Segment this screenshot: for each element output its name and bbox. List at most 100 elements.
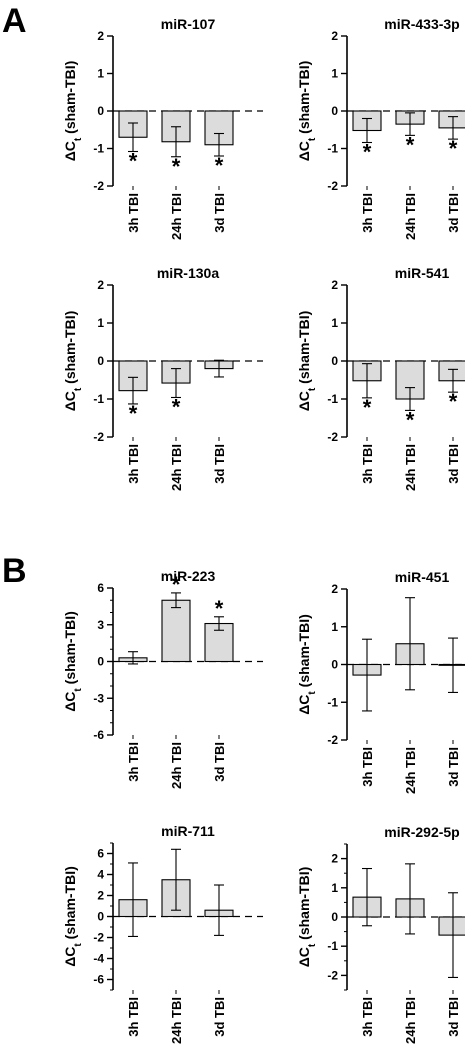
chart-title: miR-711	[161, 823, 215, 839]
charts-container: miR-107 ΔCt (sham-TBI) 2 1 0 -1 -2 * 3h TBI * 24h …	[62, 16, 465, 1044]
significance-star: *	[363, 140, 372, 165]
y-tick-label: 1	[331, 620, 338, 634]
x-category-label: 3h TBI	[360, 444, 375, 484]
bar	[161, 599, 191, 663]
y-tick-label: -2	[327, 179, 338, 193]
y-axis-title: ΔCt (sham-TBI)	[296, 614, 318, 715]
y-tick-label: 0	[331, 658, 338, 672]
x-category-label: 3d TBI	[446, 193, 461, 233]
x-category-label: 3h TBI	[360, 193, 375, 233]
y-tick-label: -2	[327, 968, 338, 982]
y-tick-label: 1	[97, 316, 104, 330]
y-axis-title: ΔCt (sham-TBI)	[296, 311, 318, 412]
significance-star: *	[449, 136, 458, 161]
significance-star: *	[363, 395, 372, 420]
y-tick-label: 2	[97, 29, 104, 43]
y-tick-label: 1	[331, 881, 338, 895]
x-category-label: 3d TBI	[212, 193, 227, 233]
y-tick-label: 2	[97, 889, 104, 903]
chart-4: miR-223 ΔCt (sham-TBI) 6 3 0 -3 -6 3h TBI * 24h T…	[62, 568, 263, 789]
significance-star: *	[215, 153, 224, 178]
y-tick-label: 6	[97, 847, 104, 861]
bar	[438, 916, 465, 936]
y-tick-label: -1	[327, 695, 338, 709]
significance-star: *	[172, 572, 181, 597]
significance-star: *	[129, 401, 138, 426]
bar	[438, 110, 465, 129]
bar	[438, 663, 465, 666]
y-tick-label: 4	[97, 868, 104, 882]
chart-3: miR-541 ΔCt (sham-TBI) 2 1 0 -1 -2 * 3h TBI * 24h …	[296, 265, 465, 491]
chart-title: miR-107	[161, 16, 216, 32]
significance-star: *	[406, 407, 415, 432]
y-tick-label: -2	[327, 430, 338, 444]
x-category-label: 24h TBI	[169, 997, 184, 1044]
chart-title: miR-130a	[157, 265, 219, 281]
y-axis-title: ΔCt (sham-TBI)	[62, 311, 84, 412]
x-category-label: 3d TBI	[212, 742, 227, 782]
y-tick-label: 2	[97, 278, 104, 292]
chart-1: miR-433-3p ΔCt (sham-TBI) 2 1 0 -1 -2 * 3h TBI * 2…	[296, 16, 465, 240]
x-category-label: 3h TBI	[360, 747, 375, 787]
y-tick-label: 6	[97, 581, 104, 595]
chart-title: miR-541	[395, 265, 450, 281]
x-category-label: 24h TBI	[403, 997, 418, 1044]
bar	[438, 360, 465, 382]
y-tick-label: -2	[93, 430, 104, 444]
x-category-label: 3h TBI	[126, 193, 141, 233]
y-tick-label: 2	[331, 278, 338, 292]
y-tick-label: -2	[327, 733, 338, 747]
significance-star: *	[172, 394, 181, 419]
x-category-label: 24h TBI	[403, 747, 418, 794]
y-axis-title: ΔCt (sham-TBI)	[296, 61, 318, 162]
chart-6: miR-711 ΔCt (sham-TBI) 6 4 2 0 -2 -4 -6 3h TBI 24h…	[62, 823, 263, 1044]
y-axis-title: ΔCt (sham-TBI)	[62, 611, 84, 712]
x-category-label: 3d TBI	[446, 747, 461, 787]
y-tick-label: -1	[93, 392, 104, 406]
y-tick-label: -2	[93, 931, 104, 945]
chart-5: miR-451 ΔCt (sham-TBI) 2 1 0 -1 -2 3h TBI 24h TB…	[296, 569, 465, 794]
y-tick-label: 0	[97, 655, 104, 669]
x-category-label: 3d TBI	[212, 444, 227, 484]
chart-title: miR-292-5p	[384, 824, 459, 840]
chart-7: miR-292-5p ΔCt (sham-TBI) 2 1 0 -1 -2 3h TBI 24h…	[296, 824, 465, 1044]
x-category-label: 24h TBI	[403, 444, 418, 491]
y-tick-label: -6	[93, 728, 104, 742]
y-tick-label: 2	[331, 582, 338, 596]
x-category-label: 24h TBI	[169, 742, 184, 789]
chart-2: miR-130a ΔCt (sham-TBI) 2 1 0 -1 -2 * 3h TBI * 24h…	[62, 265, 263, 491]
x-category-label: 3d TBI	[446, 997, 461, 1037]
y-tick-label: 0	[331, 104, 338, 118]
y-tick-label: 0	[97, 910, 104, 924]
y-tick-label: 1	[97, 67, 104, 81]
x-category-label: 3h TBI	[126, 444, 141, 484]
significance-star: *	[406, 132, 415, 157]
y-tick-label: 2	[331, 852, 338, 866]
x-category-label: 3h TBI	[360, 997, 375, 1037]
y-axis-title: ΔCt (sham-TBI)	[62, 866, 84, 967]
x-category-label: 24h TBI	[169, 193, 184, 240]
y-tick-label: -1	[327, 939, 338, 953]
x-category-label: 24h TBI	[169, 444, 184, 491]
chart-title: miR-223	[161, 568, 216, 584]
y-tick-label: 1	[331, 316, 338, 330]
y-axis-title: ΔCt (sham-TBI)	[296, 867, 318, 968]
x-category-label: 3h TBI	[126, 742, 141, 782]
chart-title: miR-451	[395, 569, 450, 585]
significance-star: *	[129, 149, 138, 174]
y-tick-label: -1	[327, 142, 338, 156]
y-tick-label: 0	[331, 910, 338, 924]
y-tick-label: -3	[93, 691, 104, 705]
y-tick-label: 1	[331, 67, 338, 81]
y-tick-label: 0	[331, 354, 338, 368]
x-category-label: 3h TBI	[126, 997, 141, 1037]
y-tick-label: -1	[93, 142, 104, 156]
y-tick-label: 2	[331, 29, 338, 43]
chart-title: miR-433-3p	[384, 16, 459, 32]
y-tick-label: 0	[97, 104, 104, 118]
y-tick-label: 3	[97, 618, 104, 632]
x-category-label: 24h TBI	[403, 193, 418, 240]
y-axis-title: ΔCt (sham-TBI)	[62, 61, 84, 162]
y-tick-label: 0	[97, 354, 104, 368]
